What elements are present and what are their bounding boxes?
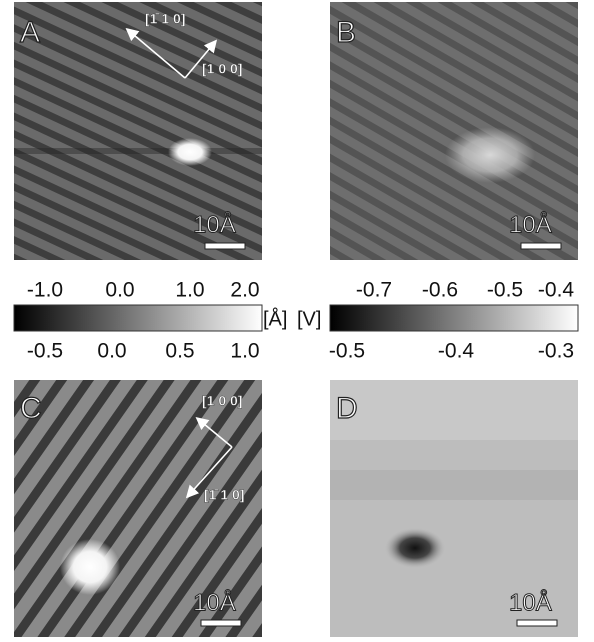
- tick-label: 1.0: [175, 279, 204, 302]
- direction-label: [1 0 0]: [202, 393, 242, 409]
- unit-label: [V]: [297, 308, 321, 330]
- stm-image: [14, 380, 262, 637]
- direction-label: [1 0 0]: [202, 61, 242, 77]
- panel-a: A [1̄ 1 0] [1 0 0] 10Å: [14, 2, 262, 260]
- tick-label: -0.6: [422, 279, 458, 302]
- panel-label: B: [336, 16, 356, 49]
- colorbar-right: -0.7 -0.6 -0.5 -0.4 -0.5 -0.4 -0.3 [V]: [297, 279, 579, 363]
- tick-label: -0.4: [438, 340, 475, 363]
- panel-d: D 10Å: [330, 380, 578, 637]
- panel-c: C [1 0 0] [1̄ 1 0] 10Å: [14, 380, 262, 637]
- tick-label: 0.5: [165, 340, 194, 363]
- panel-b: B 10Å: [330, 2, 578, 260]
- tick-label: -0.5: [27, 340, 63, 363]
- scale-label: 10Å: [193, 588, 236, 616]
- scale-label: 10Å: [509, 210, 552, 238]
- unit-label: [Å]: [263, 307, 287, 330]
- panel-label: A: [20, 16, 40, 49]
- colorbar-left: -1.0 0.0 1.0 2.0 -0.5 0.0 0.5 1.0 [Å]: [13, 279, 287, 363]
- tick-label: -1.0: [27, 279, 63, 302]
- tick-label: -0.7: [356, 279, 392, 302]
- tick-label: 0.0: [97, 340, 126, 363]
- direction-label: [1̄ 1 0]: [145, 11, 185, 27]
- scale-label: 10Å: [509, 588, 552, 616]
- stm-image: [14, 2, 262, 260]
- tick-label: -0.4: [538, 279, 575, 302]
- panel-label: C: [20, 392, 42, 425]
- scale-label: 10Å: [193, 210, 236, 238]
- stm-image: [330, 2, 578, 260]
- tick-label: -0.5: [487, 279, 523, 302]
- tick-label: 1.0: [230, 340, 259, 363]
- tick-label: -0.5: [329, 340, 365, 363]
- tick-label: 2.0: [230, 279, 259, 302]
- tick-label: 0.0: [105, 279, 134, 302]
- panel-label: D: [336, 392, 358, 425]
- direction-label: [1̄ 1 0]: [204, 487, 244, 503]
- tick-label: -0.3: [538, 340, 574, 363]
